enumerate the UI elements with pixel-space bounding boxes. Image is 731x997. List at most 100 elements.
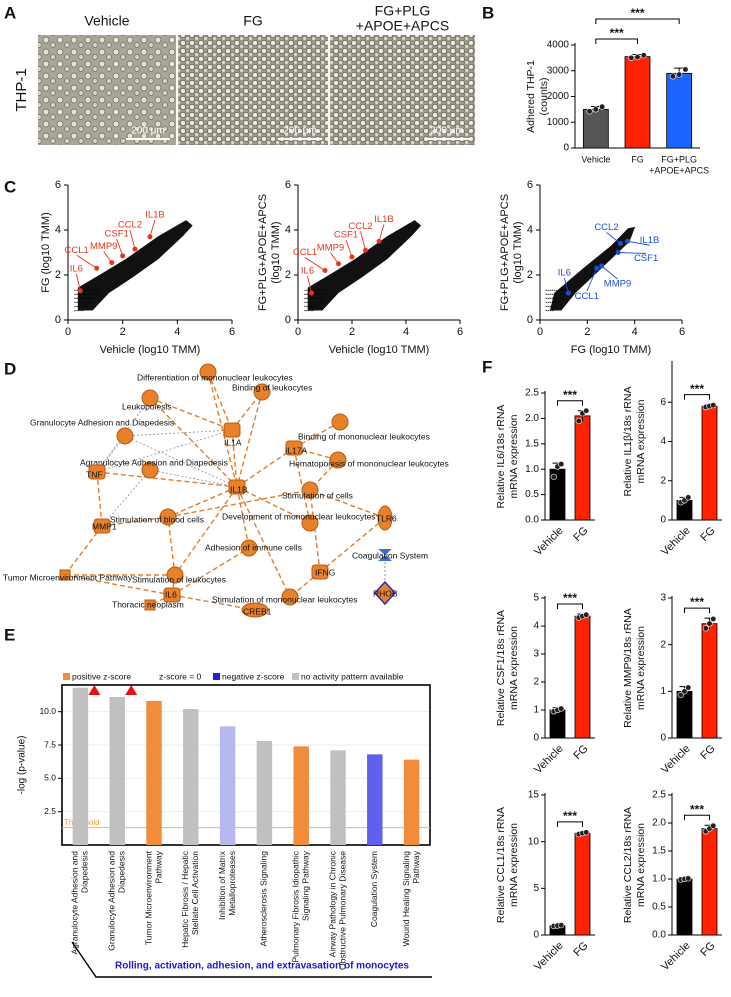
x-tick-label: Tumor Microenvironment <box>143 850 153 945</box>
group-label: Rolling, activation, adhesion, and extra… <box>115 961 409 972</box>
node-label: Stimulation of blood cells <box>110 514 204 524</box>
x-tick-label: 2 <box>349 326 355 338</box>
data-point <box>598 103 606 110</box>
x-tick-label: Atherosclerosis Signaling <box>259 851 269 947</box>
x-tick-label: 4 <box>174 326 180 338</box>
highlight-point <box>120 253 126 259</box>
x-tick-label: Hepatic Fibrosis / Hepatic <box>180 850 190 948</box>
network-edge <box>231 429 238 488</box>
y-tick-label: 2 <box>527 269 533 281</box>
y-tick-label: 2.5 <box>652 790 666 801</box>
network-edge <box>171 547 250 596</box>
x-tick-label: Signaling Pathway <box>300 850 310 921</box>
legend-label: no activity pattern available <box>301 671 404 681</box>
marker-triangle <box>125 685 138 695</box>
y-axis-label: Relative CCL2/18s rRNA <box>622 807 634 923</box>
bar <box>666 72 693 149</box>
annotation-arrow <box>586 268 598 292</box>
panel-label: D <box>4 359 16 378</box>
data-point <box>640 52 647 59</box>
bar <box>549 709 566 739</box>
bar <box>676 878 693 936</box>
network-edge <box>167 516 176 576</box>
point-cloud <box>549 226 636 311</box>
y-axis-label: Adhered THP-1 <box>525 60 537 133</box>
x-tick-label: Pulmonary Fibrosis Idiopathic <box>290 850 300 962</box>
highlight-point <box>349 254 355 260</box>
network-node <box>240 539 258 557</box>
y-tick-label: 2 <box>660 639 666 650</box>
x-tick-label: Vehicle <box>532 940 566 974</box>
y-tick-label: 2000 <box>547 91 570 102</box>
node-label: TLR6 <box>376 513 397 523</box>
y-tick-label: 1.5 <box>652 846 666 857</box>
y-axis-label: mRNA expression <box>508 823 520 907</box>
panel-label: B <box>482 3 494 22</box>
highlight-point <box>625 238 631 244</box>
highlight-point <box>336 261 341 267</box>
y-axis-label: mRNA expression <box>508 414 520 498</box>
network-node <box>241 602 269 618</box>
x-tick-label: FG <box>571 940 590 959</box>
highlight-point <box>132 246 138 252</box>
highlight-point <box>594 265 600 271</box>
x-tick-label: Granulocyte Adhesion and <box>106 851 116 951</box>
network-edge <box>309 489 386 519</box>
bar <box>582 108 609 149</box>
network-node <box>163 587 181 603</box>
network-node <box>199 363 217 381</box>
x-tick-label: 6 <box>679 326 685 338</box>
network-edge <box>124 435 238 488</box>
data-point <box>583 611 590 618</box>
y-axis-label: mRNA expression <box>635 823 647 907</box>
highlight-point <box>376 238 382 244</box>
data-point <box>583 407 590 414</box>
data-point <box>628 54 635 61</box>
y-tick-label: 0 <box>533 733 539 744</box>
y-tick-label: 3000 <box>547 65 570 76</box>
point-label: CCL1 <box>575 291 599 302</box>
significance-bracket <box>557 603 583 609</box>
x-tick-label: Inhibition of Matrix <box>217 850 227 920</box>
significance-bracket <box>557 400 583 406</box>
annotation-arrow <box>627 240 650 246</box>
significance-label: *** <box>630 6 644 20</box>
point-cloud <box>307 220 422 311</box>
network-node <box>301 481 319 499</box>
x-tick-label: 0 <box>537 326 543 338</box>
data-point <box>702 625 709 632</box>
x-tick-label: Coagulation System <box>369 851 379 927</box>
y-tick-label: 0 <box>563 143 569 154</box>
network-edge <box>64 574 173 596</box>
x-tick-label: FG <box>631 154 644 164</box>
micrograph <box>178 35 328 145</box>
scale-bar-label: 200 µm <box>131 126 165 137</box>
point-label: CCL1 <box>65 245 89 256</box>
node-label: RHOB <box>373 588 398 598</box>
panel-label: F <box>482 357 492 376</box>
y-tick-label: 0 <box>660 515 666 526</box>
data-point <box>682 66 689 73</box>
y-tick-label: 2 <box>660 475 666 486</box>
x-tick-label: FG <box>698 525 717 544</box>
bar <box>367 754 383 845</box>
y-tick-label: 10.0 <box>39 706 56 716</box>
y-axis-label: mRNA expression <box>635 626 647 710</box>
node-label: IL1B <box>230 484 248 494</box>
y-tick-label: 0.5 <box>525 489 539 500</box>
node-label: Binding of leukocytes <box>232 382 312 392</box>
y-tick-label: 6 <box>527 179 533 191</box>
y-tick-label: 2 <box>55 269 61 281</box>
data-point <box>583 829 590 836</box>
network-node <box>93 518 111 534</box>
significance-bracket <box>595 18 680 24</box>
y-axis-label: Relative IL1β/18s rRNA <box>622 387 634 497</box>
significance-bracket <box>684 607 710 614</box>
plot-frame <box>61 684 431 846</box>
node-label: CREB1 <box>243 606 272 616</box>
x-tick-label: FG <box>698 940 717 959</box>
network-edge <box>174 486 238 576</box>
data-point <box>710 822 717 829</box>
network-edge <box>96 471 103 527</box>
legend-label: negative z-score <box>222 671 285 681</box>
